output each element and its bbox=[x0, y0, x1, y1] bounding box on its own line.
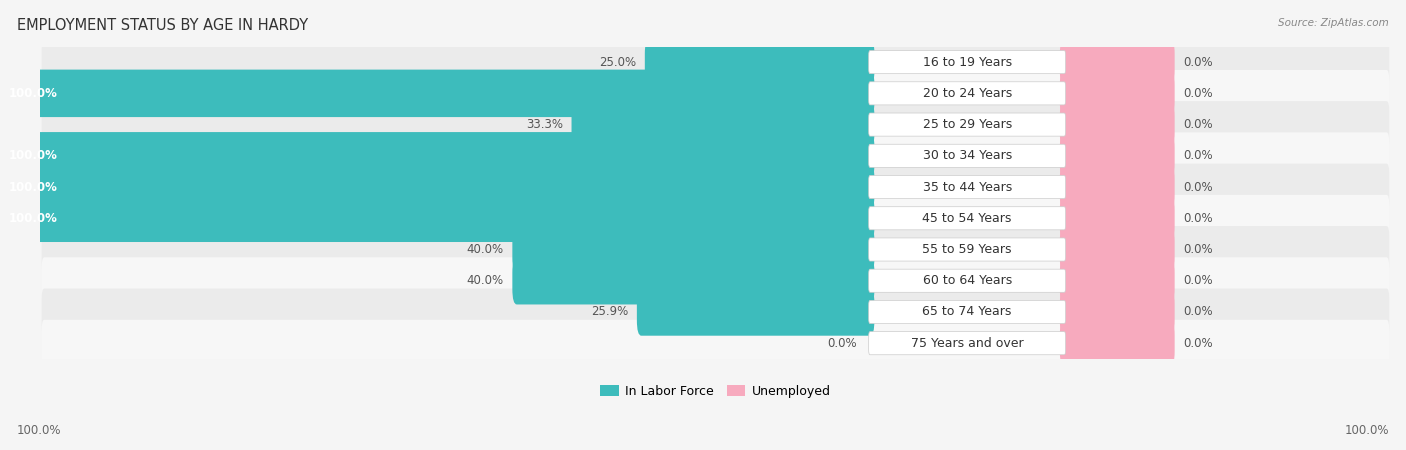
Text: 100.0%: 100.0% bbox=[17, 423, 62, 436]
Text: 25.9%: 25.9% bbox=[591, 306, 628, 319]
FancyBboxPatch shape bbox=[512, 257, 875, 305]
Text: 35 to 44 Years: 35 to 44 Years bbox=[922, 180, 1012, 194]
FancyBboxPatch shape bbox=[869, 269, 1066, 292]
Text: 0.0%: 0.0% bbox=[1184, 306, 1213, 319]
Text: 0.0%: 0.0% bbox=[1184, 118, 1213, 131]
Text: 55 to 59 Years: 55 to 59 Years bbox=[922, 243, 1012, 256]
FancyBboxPatch shape bbox=[42, 132, 1389, 179]
Text: 0.0%: 0.0% bbox=[1184, 243, 1213, 256]
FancyBboxPatch shape bbox=[869, 238, 1066, 261]
FancyBboxPatch shape bbox=[1060, 163, 1174, 211]
FancyBboxPatch shape bbox=[869, 207, 1066, 230]
Text: 0.0%: 0.0% bbox=[1184, 56, 1213, 68]
FancyBboxPatch shape bbox=[869, 144, 1066, 167]
Text: 0.0%: 0.0% bbox=[1184, 180, 1213, 194]
FancyBboxPatch shape bbox=[42, 226, 1389, 273]
FancyBboxPatch shape bbox=[42, 195, 1389, 242]
FancyBboxPatch shape bbox=[869, 301, 1066, 324]
Text: 100.0%: 100.0% bbox=[8, 149, 58, 162]
Text: 60 to 64 Years: 60 to 64 Years bbox=[922, 274, 1012, 287]
FancyBboxPatch shape bbox=[1060, 194, 1174, 242]
Text: 0.0%: 0.0% bbox=[1184, 87, 1213, 100]
Text: 65 to 74 Years: 65 to 74 Years bbox=[922, 306, 1012, 319]
Text: 16 to 19 Years: 16 to 19 Years bbox=[922, 56, 1012, 68]
FancyBboxPatch shape bbox=[0, 132, 875, 180]
Text: 25 to 29 Years: 25 to 29 Years bbox=[922, 118, 1012, 131]
FancyBboxPatch shape bbox=[1060, 288, 1174, 336]
FancyBboxPatch shape bbox=[0, 194, 875, 242]
Text: 100.0%: 100.0% bbox=[8, 87, 58, 100]
Text: 25.0%: 25.0% bbox=[599, 56, 636, 68]
Text: 40.0%: 40.0% bbox=[467, 274, 503, 287]
FancyBboxPatch shape bbox=[1060, 226, 1174, 273]
FancyBboxPatch shape bbox=[1060, 70, 1174, 117]
FancyBboxPatch shape bbox=[869, 176, 1066, 198]
Text: 0.0%: 0.0% bbox=[1184, 337, 1213, 350]
Text: 0.0%: 0.0% bbox=[827, 337, 856, 350]
Text: Source: ZipAtlas.com: Source: ZipAtlas.com bbox=[1278, 18, 1389, 28]
FancyBboxPatch shape bbox=[0, 70, 875, 117]
FancyBboxPatch shape bbox=[645, 38, 875, 86]
FancyBboxPatch shape bbox=[0, 163, 875, 211]
FancyBboxPatch shape bbox=[1060, 320, 1174, 367]
Text: 30 to 34 Years: 30 to 34 Years bbox=[922, 149, 1012, 162]
FancyBboxPatch shape bbox=[42, 101, 1389, 148]
FancyBboxPatch shape bbox=[869, 113, 1066, 136]
FancyBboxPatch shape bbox=[869, 50, 1066, 74]
FancyBboxPatch shape bbox=[869, 332, 1066, 355]
FancyBboxPatch shape bbox=[1060, 101, 1174, 148]
Text: 100.0%: 100.0% bbox=[8, 180, 58, 194]
FancyBboxPatch shape bbox=[1060, 257, 1174, 305]
Text: 0.0%: 0.0% bbox=[1184, 212, 1213, 225]
FancyBboxPatch shape bbox=[42, 257, 1389, 304]
Text: 75 Years and over: 75 Years and over bbox=[911, 337, 1024, 350]
FancyBboxPatch shape bbox=[512, 226, 875, 273]
Text: 20 to 24 Years: 20 to 24 Years bbox=[922, 87, 1012, 100]
FancyBboxPatch shape bbox=[1060, 38, 1174, 86]
FancyBboxPatch shape bbox=[42, 288, 1389, 335]
Text: 0.0%: 0.0% bbox=[1184, 149, 1213, 162]
Text: 45 to 54 Years: 45 to 54 Years bbox=[922, 212, 1012, 225]
FancyBboxPatch shape bbox=[42, 320, 1389, 367]
Text: 40.0%: 40.0% bbox=[467, 243, 503, 256]
Text: EMPLOYMENT STATUS BY AGE IN HARDY: EMPLOYMENT STATUS BY AGE IN HARDY bbox=[17, 18, 308, 33]
Text: 100.0%: 100.0% bbox=[8, 212, 58, 225]
Text: 33.3%: 33.3% bbox=[526, 118, 562, 131]
FancyBboxPatch shape bbox=[571, 101, 875, 148]
Text: 0.0%: 0.0% bbox=[1184, 274, 1213, 287]
FancyBboxPatch shape bbox=[42, 164, 1389, 211]
Text: 100.0%: 100.0% bbox=[1344, 423, 1389, 436]
FancyBboxPatch shape bbox=[869, 82, 1066, 105]
FancyBboxPatch shape bbox=[637, 288, 875, 336]
FancyBboxPatch shape bbox=[1060, 132, 1174, 180]
Legend: In Labor Force, Unemployed: In Labor Force, Unemployed bbox=[595, 379, 835, 403]
FancyBboxPatch shape bbox=[42, 70, 1389, 117]
FancyBboxPatch shape bbox=[42, 39, 1389, 86]
